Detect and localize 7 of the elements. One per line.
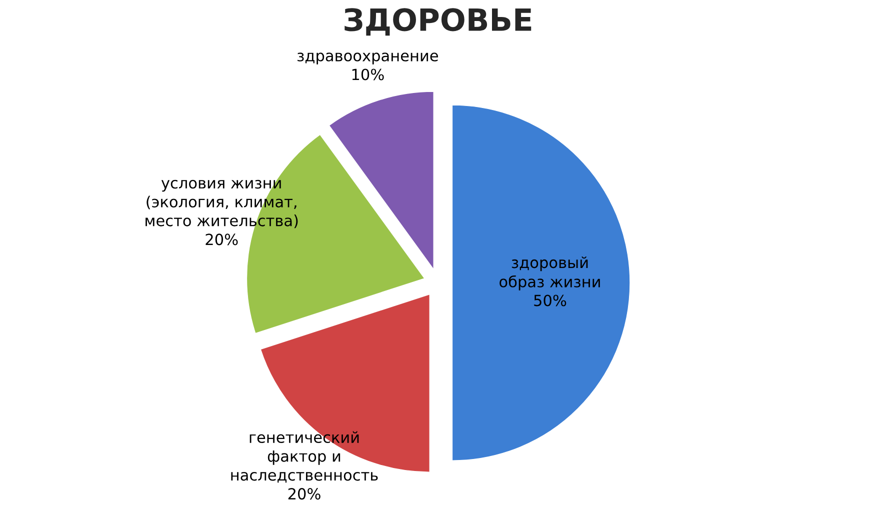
data-label: 10% <box>352 68 384 80</box>
slice-label: здравоохранение <box>298 52 438 64</box>
data-label: 20% <box>206 234 238 246</box>
data-label: 50% <box>534 294 566 306</box>
chart-title: ЗДОРОВЬЕ <box>344 8 532 36</box>
slice-label: здоровый образ жизни <box>500 256 600 290</box>
data-label: 20% <box>288 488 320 500</box>
